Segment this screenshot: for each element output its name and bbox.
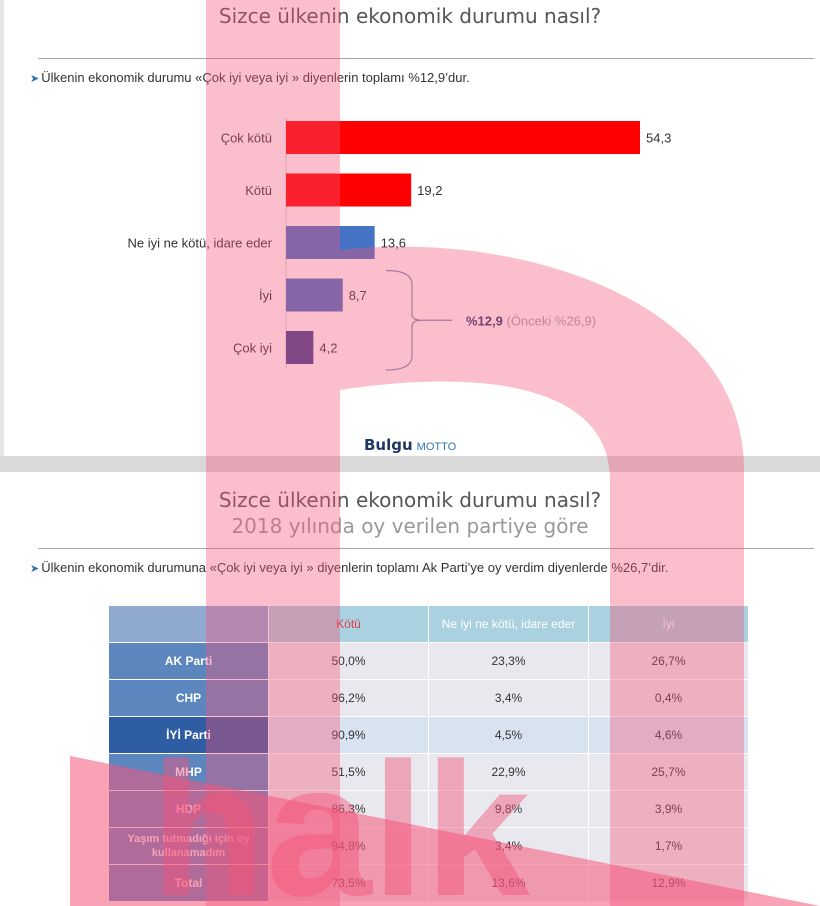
summary-bullet-text: Ülkenin ekonomik durumu «Çok iyi veya iy… (41, 70, 470, 85)
slide-edge (0, 0, 4, 456)
table-cell: 3,4% (428, 827, 589, 865)
data-label: 4,2 (319, 341, 337, 356)
table-cell: 86,3% (268, 790, 429, 828)
bar (286, 173, 412, 207)
category-label: Kötü (245, 183, 272, 198)
table-cell: 4,6% (588, 716, 749, 754)
bar (286, 226, 375, 259)
table-header-neutral: Ne iyi ne kötü, idare eder (428, 605, 589, 643)
party-label: CHP (108, 679, 269, 717)
category-label: Ne iyi ne kötü, idare eder (127, 236, 272, 251)
summary-bullet: ➤ Ülkenin ekonomik durumu «Çok iyi veya i… (30, 70, 470, 85)
data-label: 54,3 (646, 131, 671, 146)
table-subtitle: 2018 yılında oy verilen partiye göre (231, 514, 589, 538)
table-cell: 50,0% (268, 642, 429, 680)
party-label: Yaşım tutmadığı için oy kullanamadım (108, 827, 269, 865)
bracket (385, 269, 423, 371)
table-cell: 25,7% (588, 753, 749, 791)
data-label: 8,7 (349, 288, 367, 303)
bar (286, 278, 343, 312)
table-row: HDP 86,3% 9,8% 3,9% (108, 790, 749, 828)
table-cell: 23,3% (428, 642, 589, 680)
table-cell: 22,9% (428, 753, 589, 791)
table-title: Sizce ülkenin ekonomik durumu nasıl? (218, 488, 602, 512)
table-cell: 9,8% (428, 790, 589, 828)
bracket-total: %12,9 (466, 313, 506, 328)
table-row: CHP 96,2% 3,4% 0,4% (108, 679, 749, 717)
bracket-label: %12,9 (Önceki %26,9) (466, 313, 596, 328)
table-row: Yaşım tutmadığı için oy kullanamadım 94,… (108, 827, 749, 865)
table-header-corner (108, 605, 269, 643)
table-cell: 12,9% (588, 864, 749, 902)
table-row: AK Parti 50,0% 23,3% 26,7% (108, 642, 749, 680)
table-header-row: Kötü Ne iyi ne kötü, idare eder İyi (108, 605, 749, 643)
logo-motto: MOTTO (416, 441, 457, 453)
slide-separator (0, 456, 820, 472)
bar (286, 331, 314, 364)
data-label: 19,2 (417, 183, 442, 198)
pollster-logo: Bulgu MOTTO (364, 436, 456, 455)
logo-bulgu: Bulgu (364, 436, 413, 454)
table-cell: 4,5% (428, 716, 589, 754)
bar-chart: Çok kötü 54,3 Kötü 19,2 Ne iyi ne kötü, idar… (127, 117, 671, 371)
party-label: AK Parti (108, 642, 269, 680)
table-cell: 1,7% (588, 827, 749, 865)
arrow-bullet-icon: ➤ (30, 563, 40, 575)
table-title-divider (38, 548, 814, 549)
party-label: HDP (108, 790, 269, 828)
table-row: İYİ Parti 90,9% 4,5% 4,6% (108, 716, 749, 754)
chart-title: Sizce ülkenin ekonomik durumu nasıl? (218, 4, 602, 28)
table-cell: 51,5% (268, 753, 429, 791)
table-cell: 3,4% (428, 679, 589, 717)
bar (286, 121, 640, 154)
table-cell: 90,9% (268, 716, 429, 754)
table-cell: 96,2% (268, 679, 429, 717)
table-cell: 0,4% (588, 679, 749, 717)
category-label: İyi (259, 288, 272, 303)
slide-table: Sizce ülkenin ekonomik durumu nasıl? 201… (0, 472, 820, 906)
table-header-kotu: Kötü (268, 605, 429, 643)
title-divider (38, 58, 814, 59)
table-cell: 3,9% (588, 790, 749, 828)
table-cell: 73,5% (268, 864, 429, 902)
party-label: MHP (108, 753, 269, 791)
table-summary-text: Ülkenin ekonomik durumuna «Çok iyi veya … (41, 560, 669, 575)
slide-bar-chart: Sizce ülkenin ekonomik durumu nasıl? ➤ Ül… (0, 0, 814, 456)
party-label: Total (108, 864, 269, 902)
results-table: Kötü Ne iyi ne kötü, idare eder İyi AK P… (108, 605, 749, 902)
table-row: Total 73,5% 13,6% 12,9% (108, 864, 749, 902)
party-label: İYİ Parti (108, 716, 269, 754)
table-summary-bullet: ➤ Ülkenin ekonomik durumuna «Çok iyi veya… (30, 560, 668, 575)
table-cell: 94,8% (268, 827, 429, 865)
table-row: MHP 51,5% 22,9% 25,7% (108, 753, 749, 791)
table-cell: 13,6% (428, 864, 589, 902)
category-label: Çok iyi (233, 341, 272, 356)
data-label: 13,6 (381, 236, 406, 251)
arrow-bullet-icon: ➤ (30, 73, 40, 85)
table-cell: 26,7% (588, 642, 749, 680)
bracket-note: (Önceki %26,9) (506, 313, 596, 328)
table-header-iyi: İyi (588, 605, 749, 643)
category-label: Çok kötü (221, 131, 272, 146)
